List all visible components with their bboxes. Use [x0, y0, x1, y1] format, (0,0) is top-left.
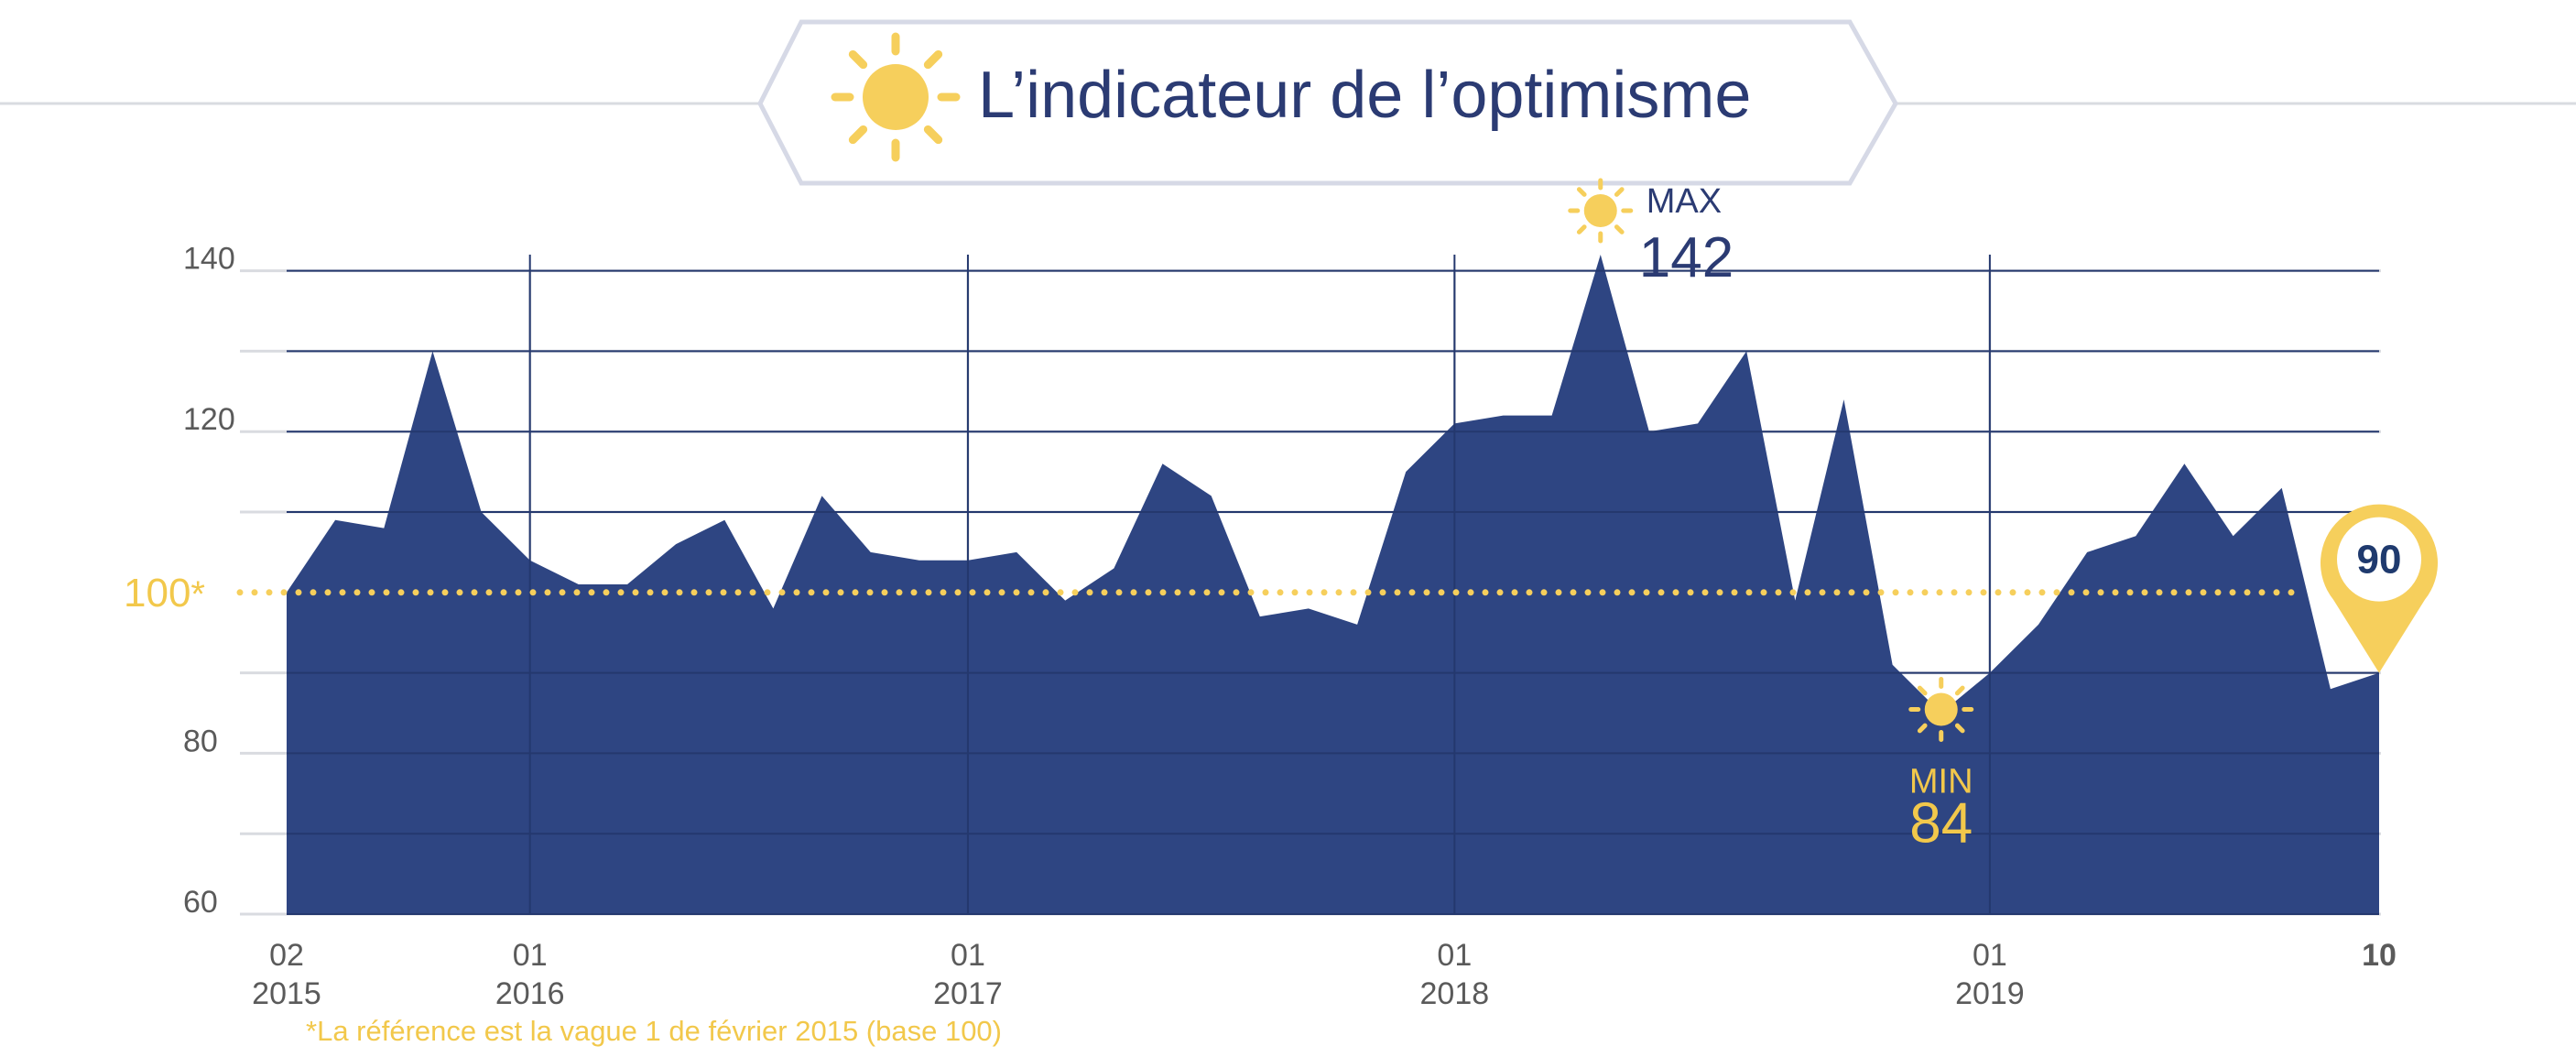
x-tick-month: 01: [1437, 938, 1472, 973]
y-tick-label: 140: [183, 242, 235, 277]
x-tick-year: 2015: [252, 976, 321, 1011]
max-label: MAX: [1647, 182, 1722, 221]
sun-ray: [923, 49, 943, 70]
sun-ray: [1576, 224, 1587, 234]
optimism-area: [287, 255, 2379, 914]
footnote-marker: *: [306, 1015, 317, 1047]
sun-ray: [1614, 187, 1625, 197]
x-tick-year: 2019: [1955, 976, 2025, 1011]
sun-ray: [1917, 723, 1928, 734]
x-tick-month: 10: [2362, 938, 2397, 973]
min-label: MIN: [1909, 763, 1973, 801]
reference-label: 100*: [124, 571, 205, 616]
current-value-pin: 90: [2321, 504, 2438, 673]
x-tick-year: 2016: [495, 976, 565, 1011]
sun-ray: [1576, 187, 1587, 197]
x-tick-year: 2018: [1420, 976, 1490, 1011]
footnote: *La référence est la vague 1 de février …: [306, 1015, 1002, 1047]
x-tick-month: 01: [951, 938, 985, 973]
max-value: 142: [1639, 226, 1734, 289]
sun-ray: [1614, 224, 1625, 234]
sun-ray: [1954, 685, 1965, 696]
x-tick-year: 2017: [933, 976, 1003, 1011]
sun-ray: [923, 125, 943, 145]
y-tick-label: 60: [183, 885, 218, 920]
y-axis-ticks: 140 120 80 60: [183, 242, 235, 920]
sun-disc: [863, 64, 929, 130]
x-tick-month: 02: [269, 938, 304, 973]
sun-icon: [831, 32, 961, 162]
x-tick-month: 01: [513, 938, 548, 973]
y-tick-label: 80: [183, 724, 218, 758]
min-sun-icon: [1908, 677, 1974, 742]
sun-ray: [1917, 685, 1928, 696]
reference-marker: *: [190, 574, 205, 615]
title-badge: [757, 19, 1898, 186]
max-sun-icon: [1568, 178, 1634, 244]
sun-ray: [1954, 723, 1965, 734]
current-value: 90: [2357, 538, 2402, 583]
min-value: 84: [1909, 792, 1973, 855]
x-tick-month: 01: [1973, 938, 2007, 973]
reference-value: 100: [124, 571, 190, 616]
gridlines-over-area: [287, 255, 2379, 915]
sun-disc: [1924, 692, 1958, 726]
y-tick-label: 120: [183, 402, 235, 437]
sun-ray: [848, 49, 868, 70]
chart-title: L’indicateur de l’optimisme: [978, 59, 1751, 132]
footnote-text: La référence est la vague 1 de février 2…: [317, 1015, 1002, 1047]
pin-inner-circle: [2337, 517, 2421, 602]
sun-disc: [1583, 194, 1617, 228]
sun-ray: [848, 125, 868, 145]
